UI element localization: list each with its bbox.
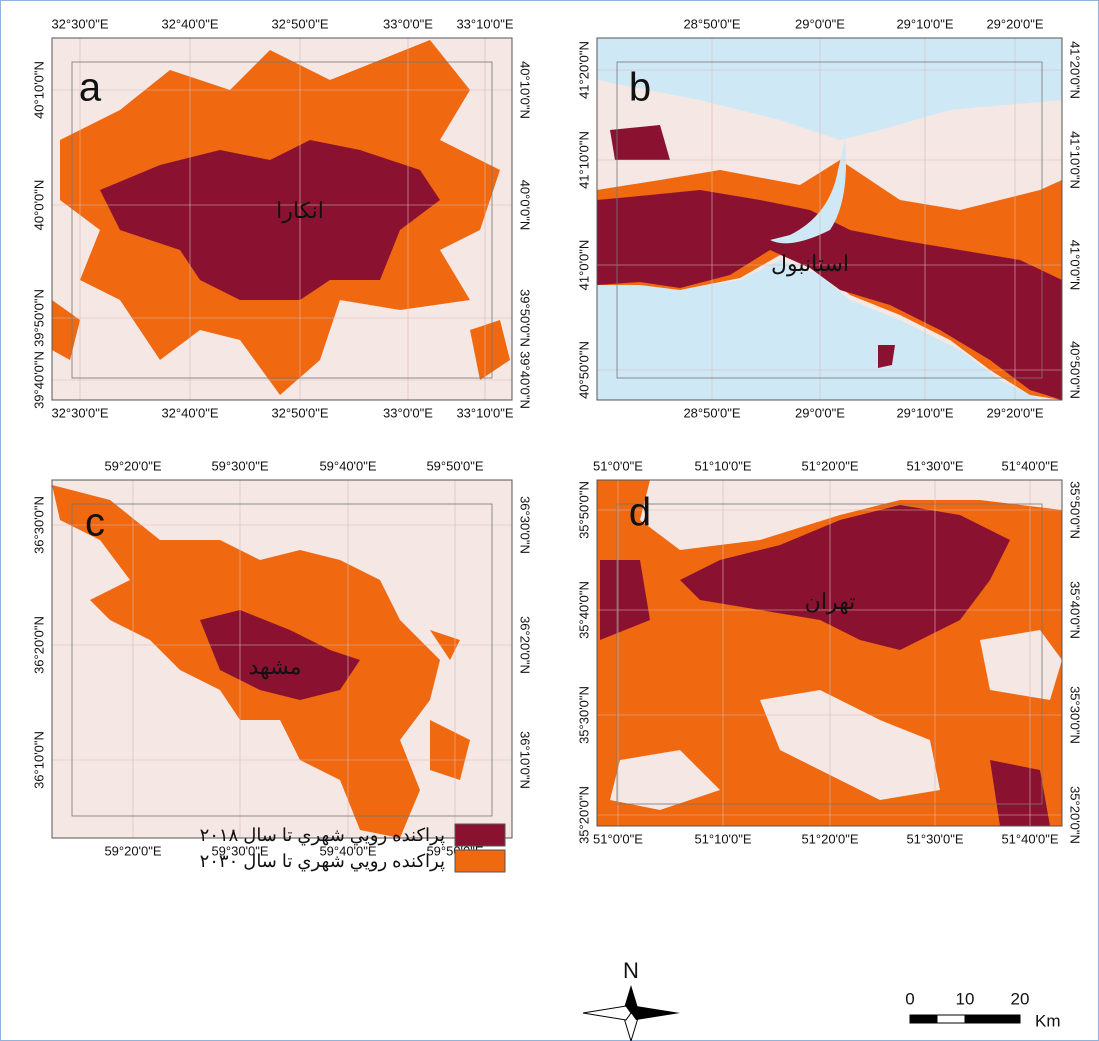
- scale-label: 20: [1011, 989, 1030, 1008]
- legend-label: پراكنده رويي شهري تا سال ٢٠١٨: [200, 825, 445, 846]
- city-label: انكارا: [276, 198, 324, 224]
- top-tick-label: 32°50'0"E: [271, 16, 328, 31]
- bottom-tick-label: 51°40'0"E: [1001, 831, 1058, 846]
- right-tick-label: 41°20'0"N: [1068, 41, 1083, 99]
- left-tick-label: 35°40'0"N: [576, 581, 591, 639]
- right-tick-label: 41°0'0"N: [1068, 240, 1083, 291]
- bottom-tick-label: 32°50'0"E: [271, 405, 328, 420]
- right-tick-label: 41°10'0"N: [1068, 131, 1083, 189]
- top-tick-label: 59°20'0"E: [104, 458, 161, 473]
- top-tick-label: 28°50'0"E: [683, 16, 740, 31]
- scale-label: 10: [956, 989, 975, 1008]
- right-tick-label: 40°0'0"N: [518, 180, 533, 231]
- legend-label: پراكنده رويي شهري تا سال ٢٠٣٠: [200, 851, 445, 872]
- top-tick-label: 59°50'0"E: [426, 458, 483, 473]
- figure: 0 10 20 Km N 32°30'0"E 32°30'0"E 32°40'0"E…: [0, 0, 1099, 1041]
- top-tick-label: 51°40'0"E: [1001, 458, 1058, 473]
- top-tick-label: 29°10'0"E: [896, 16, 953, 31]
- right-tick-label: 36°20'0"N: [518, 616, 533, 674]
- left-tick-label: 35°50'0"N: [576, 481, 591, 539]
- top-tick-label: 59°40'0"E: [319, 458, 376, 473]
- left-tick-label: 35°30'0"N: [576, 686, 591, 744]
- top-tick-label: 51°30'0"E: [906, 458, 963, 473]
- legend-swatch: [455, 850, 505, 872]
- right-tick-label: 35°50'0"N: [1068, 481, 1083, 539]
- bottom-tick-label: 51°20'0"E: [801, 831, 858, 846]
- right-tick-label: 36°30'0"N: [518, 496, 533, 554]
- bottom-tick-label: 29°0'0"E: [795, 405, 845, 420]
- top-tick-label: 29°0'0"E: [795, 16, 845, 31]
- right-tick-label: 39°40'0"N: [518, 351, 533, 409]
- left-tick-label: 35°20'0"N: [576, 786, 591, 844]
- right-tick-label: 35°30'0"N: [1068, 686, 1083, 744]
- panel-letter: c: [85, 501, 105, 545]
- top-tick-label: 29°20'0"E: [986, 16, 1043, 31]
- bottom-tick-label: 51°30'0"E: [906, 831, 963, 846]
- city-label: استانبول: [771, 251, 849, 277]
- bottom-tick-label: 51°0'0"E: [593, 831, 643, 846]
- bottom-tick-label: 29°10'0"E: [896, 405, 953, 420]
- left-tick-label: 39°50'0"N: [31, 289, 46, 347]
- panel-letter: d: [629, 491, 651, 535]
- top-tick-label: 33°0'0"E: [383, 16, 433, 31]
- left-tick-label: 36°10'0"N: [31, 731, 46, 789]
- top-tick-label: 33°10'0"E: [456, 16, 513, 31]
- left-tick-label: 40°0'0"N: [31, 180, 46, 231]
- top-tick-label: 59°30'0"E: [211, 458, 268, 473]
- right-tick-label: 35°40'0"N: [1068, 581, 1083, 639]
- top-tick-label: 51°20'0"E: [801, 458, 858, 473]
- scale-unit: Km: [1035, 1011, 1061, 1030]
- top-tick-label: 32°40'0"E: [161, 16, 218, 31]
- top-tick-label: 32°30'0"E: [51, 16, 108, 31]
- right-tick-label: 39°50'0"N: [518, 289, 533, 347]
- left-tick-label: 41°20'0"N: [576, 41, 591, 99]
- right-tick-label: 36°10'0"N: [518, 731, 533, 789]
- bottom-tick-label: 28°50'0"E: [683, 405, 740, 420]
- right-tick-label: 40°50'0"N: [1068, 341, 1083, 399]
- legend-swatch: [455, 824, 505, 846]
- bottom-tick-label: 51°10'0"E: [694, 831, 751, 846]
- panel-letter: a: [79, 66, 102, 110]
- right-tick-label: 35°20'0"N: [1068, 786, 1083, 844]
- left-tick-label: 36°30'0"N: [31, 496, 46, 554]
- left-tick-label: 39°40'0"N: [31, 351, 46, 409]
- bottom-tick-label: 32°30'0"E: [51, 405, 108, 420]
- left-tick-label: 41°10'0"N: [576, 131, 591, 189]
- map-b: [597, 38, 1062, 400]
- top-tick-label: 51°0'0"E: [593, 458, 643, 473]
- left-tick-label: 40°10'0"N: [31, 61, 46, 119]
- bottom-tick-label: 33°0'0"E: [383, 405, 433, 420]
- bottom-tick-label: 32°40'0"E: [161, 405, 218, 420]
- scale-label: 0: [905, 989, 914, 1008]
- panel-letter: b: [629, 66, 651, 110]
- left-tick-label: 40°50'0"N: [576, 341, 591, 399]
- map-d: [597, 480, 1062, 826]
- right-tick-label: 40°10'0"N: [518, 61, 533, 119]
- bottom-tick-label: 59°20'0"E: [104, 843, 161, 858]
- north-label: N: [623, 958, 639, 983]
- top-tick-label: 51°10'0"E: [694, 458, 751, 473]
- city-label: تهران: [805, 589, 856, 615]
- city-label: مشهد: [248, 654, 301, 680]
- bottom-tick-label: 33°10'0"E: [456, 405, 513, 420]
- bottom-tick-label: 29°20'0"E: [986, 405, 1043, 420]
- left-tick-label: 36°20'0"N: [31, 616, 46, 674]
- left-tick-label: 41°0'0"N: [576, 240, 591, 291]
